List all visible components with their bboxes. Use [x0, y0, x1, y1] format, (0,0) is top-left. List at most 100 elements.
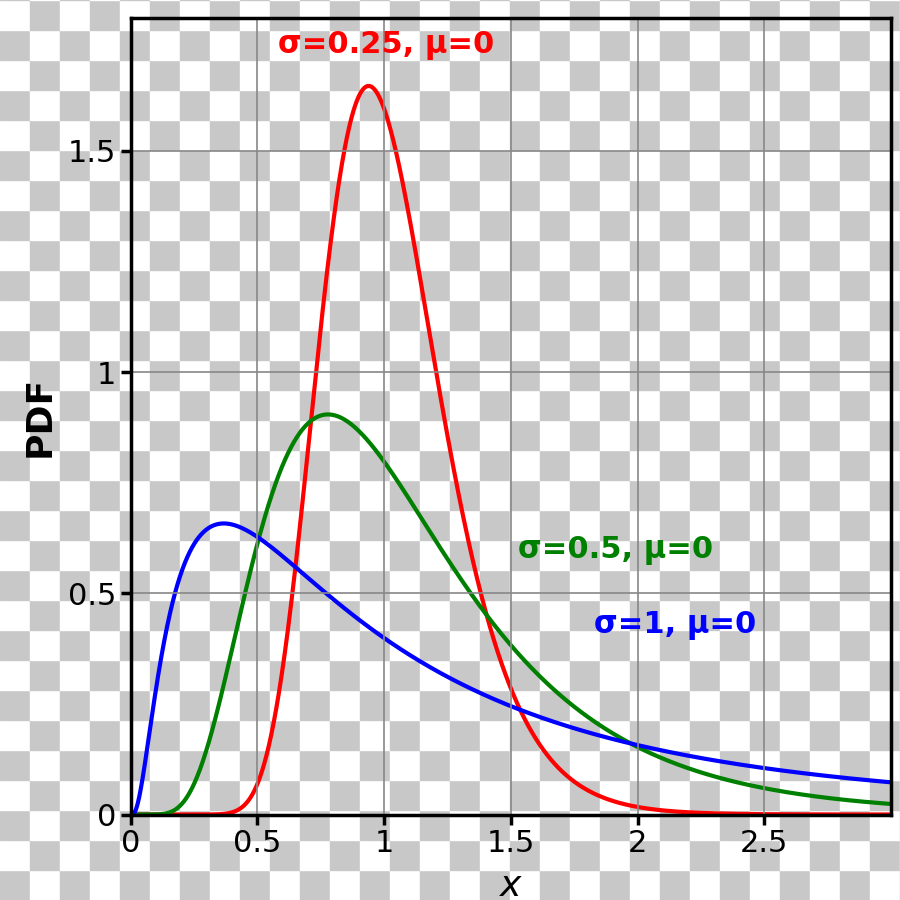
Bar	[720, 690, 750, 720]
Bar	[780, 540, 810, 570]
Bar	[480, 180, 510, 210]
Bar	[660, 360, 690, 390]
Bar	[210, 360, 240, 390]
Bar	[570, 480, 600, 510]
Bar	[0, 240, 30, 270]
Bar	[810, 540, 840, 570]
Bar	[390, 150, 420, 180]
Bar	[630, 390, 660, 420]
Bar	[870, 540, 900, 570]
Bar	[600, 660, 630, 690]
Bar	[90, 570, 120, 600]
Bar	[750, 300, 780, 330]
Bar	[330, 810, 360, 840]
Bar	[390, 690, 420, 720]
Bar	[180, 30, 210, 60]
Bar	[450, 720, 480, 750]
Bar	[240, 120, 270, 150]
Bar	[720, 780, 750, 810]
Bar	[870, 390, 900, 420]
Bar	[120, 60, 150, 90]
Bar	[600, 600, 630, 630]
Bar	[480, 210, 510, 240]
Bar	[630, 360, 660, 390]
Bar	[660, 300, 690, 330]
Bar	[570, 30, 600, 60]
Bar	[540, 60, 570, 90]
Bar	[360, 540, 390, 570]
Bar	[300, 450, 330, 480]
Bar	[0, 870, 30, 900]
Bar	[390, 780, 420, 810]
Bar	[300, 360, 330, 390]
Bar	[270, 240, 300, 270]
Bar	[300, 480, 330, 510]
Bar	[240, 840, 270, 870]
Bar	[480, 120, 510, 150]
Bar	[30, 300, 60, 330]
Bar	[690, 60, 720, 90]
Bar	[480, 600, 510, 630]
Bar	[540, 510, 570, 540]
Bar	[30, 90, 60, 120]
Bar	[390, 180, 420, 210]
Bar	[450, 660, 480, 690]
Bar	[720, 630, 750, 660]
Bar	[60, 750, 90, 780]
Bar	[480, 780, 510, 810]
Bar	[330, 540, 360, 570]
Bar	[150, 150, 180, 180]
Bar	[30, 510, 60, 540]
Bar	[300, 60, 330, 90]
Bar	[570, 510, 600, 540]
Bar	[720, 60, 750, 90]
Bar	[450, 120, 480, 150]
Bar	[810, 210, 840, 240]
Bar	[510, 330, 540, 360]
Bar	[210, 690, 240, 720]
Bar	[210, 330, 240, 360]
Bar	[0, 60, 30, 90]
Bar	[150, 630, 180, 660]
Bar	[780, 720, 810, 750]
Bar	[390, 90, 420, 120]
Bar	[240, 240, 270, 270]
Bar	[60, 630, 90, 660]
Bar	[270, 510, 300, 540]
Bar	[750, 690, 780, 720]
Bar	[240, 0, 270, 30]
Bar	[780, 450, 810, 480]
Bar	[390, 30, 420, 60]
Bar	[150, 240, 180, 270]
Bar	[510, 870, 540, 900]
Bar	[870, 0, 900, 30]
Bar	[360, 60, 390, 90]
Bar	[270, 330, 300, 360]
Bar	[510, 360, 540, 390]
Bar	[810, 750, 840, 780]
Bar	[270, 300, 300, 330]
Bar	[870, 360, 900, 390]
Bar	[240, 570, 270, 600]
Bar	[480, 630, 510, 660]
Bar	[150, 780, 180, 810]
Bar	[570, 300, 600, 330]
Bar	[540, 540, 570, 570]
Bar	[300, 720, 330, 750]
Bar	[750, 90, 780, 120]
Bar	[30, 240, 60, 270]
Bar	[210, 540, 240, 570]
Bar	[30, 870, 60, 900]
Bar	[240, 450, 270, 480]
Bar	[420, 660, 450, 690]
Bar	[90, 300, 120, 330]
Bar	[510, 540, 540, 570]
Bar	[750, 240, 780, 270]
Bar	[330, 270, 360, 300]
Bar	[480, 390, 510, 420]
Bar	[300, 330, 330, 360]
Bar	[30, 60, 60, 90]
Bar	[270, 90, 300, 120]
Bar	[330, 210, 360, 240]
Bar	[30, 750, 60, 780]
